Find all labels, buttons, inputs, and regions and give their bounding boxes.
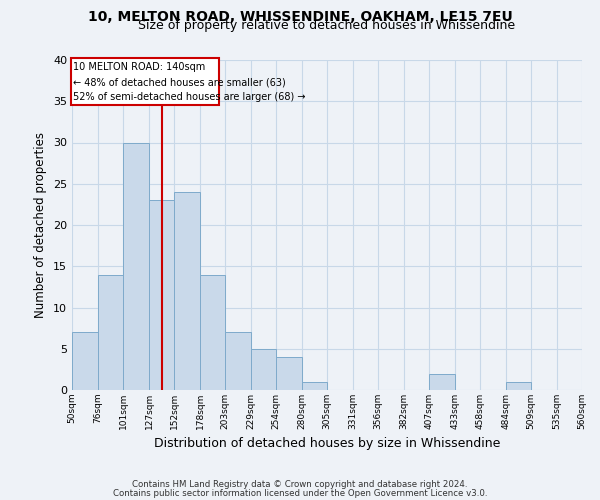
Text: 10 MELTON ROAD: 140sqm: 10 MELTON ROAD: 140sqm [73, 62, 205, 72]
Bar [276, 357, 302, 390]
X-axis label: Distribution of detached houses by size in Whissendine: Distribution of detached houses by size … [154, 438, 500, 450]
Bar [225, 332, 251, 390]
Bar [174, 192, 200, 390]
Bar [72, 332, 98, 390]
FancyBboxPatch shape [71, 58, 219, 106]
Bar [506, 382, 531, 390]
Bar [251, 349, 276, 390]
Title: Size of property relative to detached houses in Whissendine: Size of property relative to detached ho… [139, 20, 515, 32]
Text: 52% of semi-detached houses are larger (68) →: 52% of semi-detached houses are larger (… [73, 92, 305, 102]
Bar [302, 382, 327, 390]
Bar [429, 374, 455, 390]
Text: Contains public sector information licensed under the Open Government Licence v3: Contains public sector information licen… [113, 488, 487, 498]
Bar [149, 200, 174, 390]
Text: 10, MELTON ROAD, WHISSENDINE, OAKHAM, LE15 7EU: 10, MELTON ROAD, WHISSENDINE, OAKHAM, LE… [88, 10, 512, 24]
Text: Contains HM Land Registry data © Crown copyright and database right 2024.: Contains HM Land Registry data © Crown c… [132, 480, 468, 489]
Y-axis label: Number of detached properties: Number of detached properties [34, 132, 47, 318]
Bar [123, 142, 149, 390]
Bar [200, 274, 225, 390]
Bar [98, 274, 123, 390]
Text: ← 48% of detached houses are smaller (63): ← 48% of detached houses are smaller (63… [73, 78, 286, 88]
